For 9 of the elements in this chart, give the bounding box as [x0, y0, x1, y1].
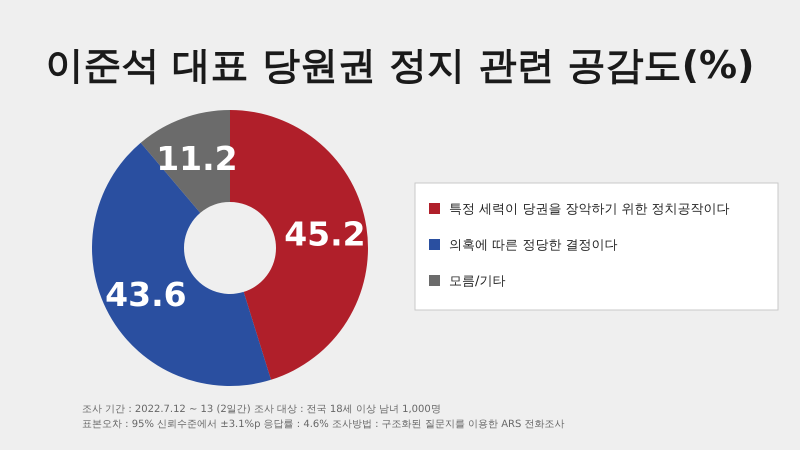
legend-label: 의혹에 따른 정당한 결정이다 [449, 238, 618, 253]
text: 조사 기간 : 2022.7.12 ~ 13 (2일간) 조사 대상 : 전국 18세 이상 남녀 1,000명 [82, 404, 441, 415]
data-label: 45.2 [284, 214, 366, 254]
legend-label: 모름/기타 [449, 274, 506, 289]
data-label: 43.6 [105, 275, 187, 314]
data-label: 11.2 [156, 138, 238, 178]
legend-label: 특정 세력이 당권을 장악하기 위한 정치공작이다 [449, 202, 730, 217]
text: 표본오차 : 95% 신뢰수준에서 ±3.1%p 응답률 : 4.6% 조사방법 : 구조화된 질문지를 이용한 ARS 전화조사 [82, 419, 565, 430]
chart-title: 이준석 대표 당원권 정지 관련 공감도(%) [46, 43, 754, 87]
